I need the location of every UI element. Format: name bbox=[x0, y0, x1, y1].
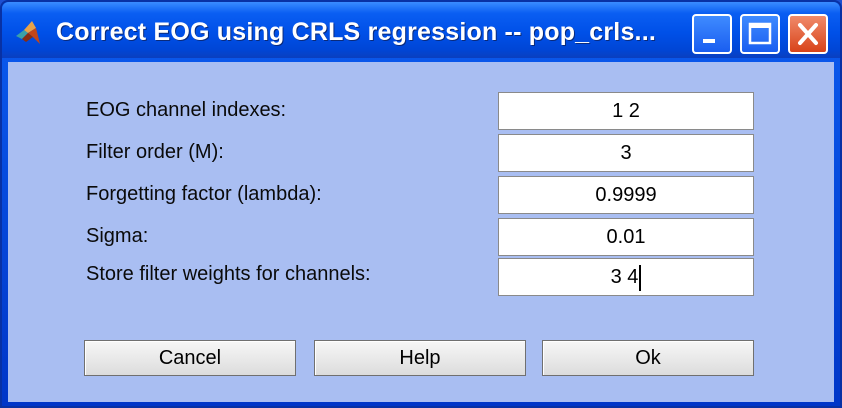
store-weights-value: 3 4 bbox=[610, 266, 639, 288]
filter-order-value: 3 bbox=[620, 142, 632, 164]
eog-channel-label: EOG channel indexes: bbox=[86, 99, 287, 121]
store-weights-label: Store filter weights for channels: bbox=[86, 263, 371, 285]
forgetting-factor-input[interactable]: 0.9999 bbox=[498, 176, 754, 214]
minimize-icon bbox=[703, 39, 715, 43]
sigma-label: Sigma: bbox=[86, 225, 149, 247]
close-button[interactable] bbox=[788, 14, 828, 54]
window-title: Correct EOG using CRLS regression -- pop… bbox=[56, 18, 656, 46]
title-bar[interactable]: Correct EOG using CRLS regression -- pop… bbox=[2, 2, 840, 58]
filter-order-label: Filter order (M): bbox=[86, 141, 224, 163]
eog-channel-value: 1 2 bbox=[612, 100, 640, 122]
minimize-button[interactable] bbox=[692, 14, 732, 54]
store-weights-input[interactable]: 3 4 bbox=[498, 258, 754, 296]
eog-channel-input[interactable]: 1 2 bbox=[498, 92, 754, 130]
help-button[interactable]: Help bbox=[314, 340, 526, 376]
forgetting-factor-label: Forgetting factor (lambda): bbox=[86, 183, 322, 205]
text-cursor bbox=[639, 264, 642, 291]
filter-order-input[interactable]: 3 bbox=[498, 134, 754, 172]
matlab-logo-icon bbox=[14, 20, 42, 46]
forgetting-factor-value: 0.9999 bbox=[595, 184, 657, 206]
sigma-input[interactable]: 0.01 bbox=[498, 218, 754, 256]
dialog-body: EOG channel indexes: 1 2 Filter order (M… bbox=[8, 62, 834, 402]
maximize-icon bbox=[748, 22, 772, 45]
ok-button[interactable]: Ok bbox=[542, 340, 754, 376]
maximize-button[interactable] bbox=[740, 14, 780, 54]
close-icon bbox=[798, 23, 818, 45]
cancel-button[interactable]: Cancel bbox=[84, 340, 296, 376]
sigma-value: 0.01 bbox=[606, 226, 646, 248]
